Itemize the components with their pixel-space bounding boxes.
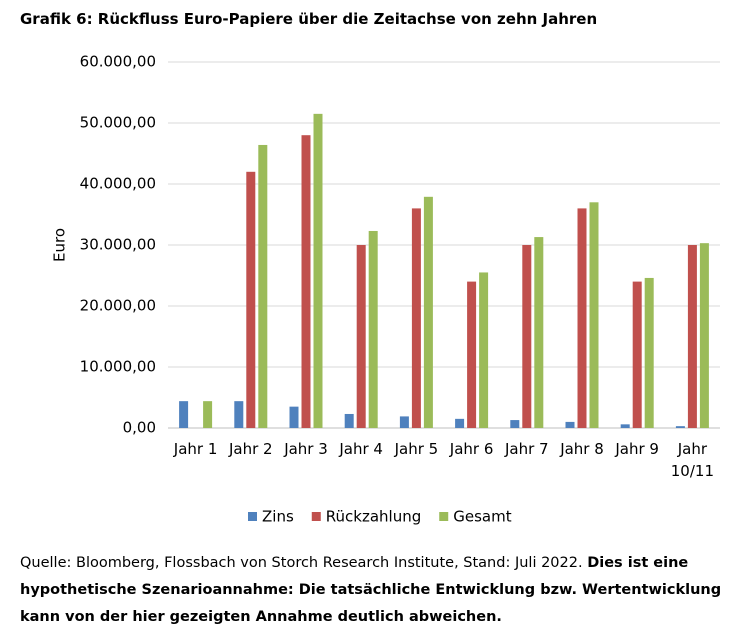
- bar: [344, 413, 354, 428]
- bar: [203, 401, 213, 428]
- x-tick-label: Jahr 8: [560, 440, 604, 458]
- x-tick-label: Jahr 5: [394, 440, 439, 458]
- bar: [356, 245, 366, 428]
- bar: [534, 237, 544, 428]
- bar: [455, 418, 465, 428]
- x-tick-label: Jahr 10/11: [670, 440, 714, 480]
- x-tick-label: Jahr 4: [339, 440, 383, 458]
- bar: [565, 421, 575, 428]
- legend-swatch: [311, 512, 321, 521]
- note: Dies ist eine hypothetische Szenarioanna…: [20, 555, 722, 625]
- legend-label: Rückzahlung: [326, 508, 421, 526]
- bar: [479, 272, 489, 428]
- chart-title: Grafik 6: Rückfluss Euro-Papiere über di…: [20, 10, 598, 28]
- bar: [675, 426, 685, 428]
- bar: [246, 171, 256, 429]
- bar: [399, 416, 409, 428]
- bar: [632, 281, 642, 428]
- y-tick-label: 20.000,00: [80, 297, 156, 315]
- bar: [423, 196, 433, 428]
- legend-swatch: [248, 512, 257, 521]
- bar: [687, 245, 697, 428]
- bar: [467, 281, 477, 428]
- bar: [313, 113, 323, 428]
- x-tick-label: Jahr 7: [504, 440, 549, 458]
- y-axis-label: Euro: [51, 228, 69, 262]
- bar: [644, 277, 654, 428]
- y-tick-label: 60.000,00: [80, 53, 156, 71]
- y-tick-label: 0,00: [123, 419, 156, 437]
- source: Quelle: Bloomberg, Flossbach von Storch …: [20, 555, 583, 571]
- legend-label: Gesamt: [453, 508, 511, 526]
- x-tick-label: Jahr 2: [228, 440, 273, 458]
- bar: [522, 245, 532, 428]
- legend-swatch: [439, 512, 449, 521]
- y-tick-label: 10.000,00: [80, 358, 156, 376]
- chart: Euro 0,00 10.000,00 20.000,00 30.000,00 40.0…: [51, 53, 720, 526]
- y-tick-label: 50.000,00: [80, 114, 156, 132]
- bar: [289, 406, 299, 428]
- y-tick-label: 40.000,00: [80, 175, 156, 193]
- legend-label: Zins: [262, 508, 294, 526]
- bar: [577, 208, 587, 428]
- bar: [620, 424, 630, 428]
- bar: [510, 420, 520, 428]
- x-tick-label: Jahr 3: [284, 440, 328, 458]
- bar: [301, 135, 311, 428]
- bar: [258, 144, 268, 428]
- x-tick-label: Jahr 1: [173, 440, 218, 458]
- y-tick-label: 30.000,00: [80, 236, 156, 254]
- bar: [179, 401, 189, 428]
- bar: [589, 202, 599, 428]
- source-text: Quelle: Bloomberg, Flossbach von Storch …: [20, 550, 735, 631]
- bar: [368, 230, 378, 428]
- x-tick-label: Jahr 9: [615, 440, 659, 458]
- x-tick-label: Jahr 6: [449, 440, 494, 458]
- bar: [699, 243, 709, 428]
- bar: [411, 208, 421, 428]
- bar: [234, 401, 244, 428]
